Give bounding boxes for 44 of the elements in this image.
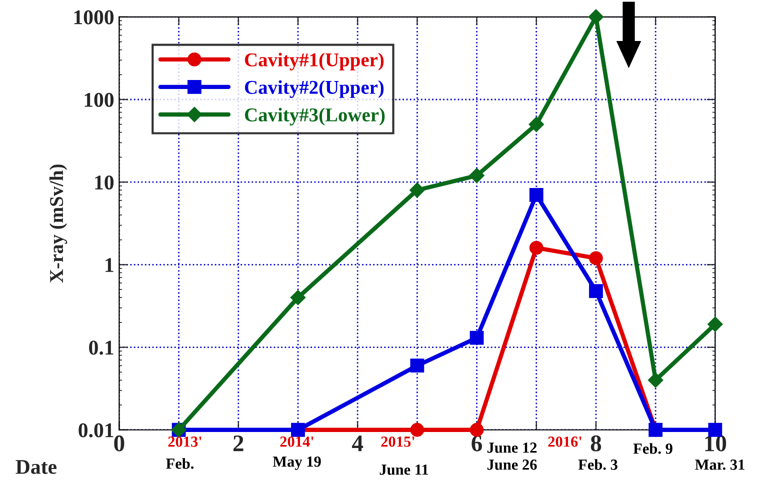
y-tick-label: 1000: [74, 10, 114, 24]
text: May 19: [272, 456, 321, 470]
text: 2014': [280, 436, 314, 447]
y-tick-label: 100: [84, 92, 114, 107]
legend-label: Cavity#3(Lower): [244, 108, 385, 126]
x-tick-label: 4: [352, 436, 364, 452]
text: June 12: [487, 442, 537, 453]
x-tick-label: 10: [705, 435, 726, 452]
point: [410, 422, 424, 437]
y-tick-label: 10: [95, 175, 114, 190]
text: 2016': [548, 436, 582, 447]
text: 2013': [168, 436, 202, 447]
text: June 11: [380, 464, 428, 475]
text: Feb. 3: [578, 459, 618, 470]
y-tick-label: 1: [106, 258, 114, 272]
x-tick-label: 6: [472, 435, 482, 452]
y-tick-label: 0.01: [78, 423, 114, 438]
point: [410, 358, 424, 373]
legend-label: Cavity#2(Upper): [244, 80, 384, 98]
point: [589, 251, 603, 266]
point: [648, 372, 664, 388]
text: Feb. 9: [633, 443, 672, 454]
point: [410, 182, 425, 198]
y-tick-label: 0.1: [89, 340, 114, 355]
point: [290, 290, 306, 306]
legend-label: Cavity#1(Upper): [244, 52, 384, 70]
point: [589, 284, 603, 298]
point: [470, 330, 484, 345]
x-axis-title: Date: [16, 460, 56, 474]
x-tick-label: 8: [590, 435, 602, 452]
text: June 26: [487, 460, 537, 470]
x-tick-label: 0: [114, 435, 124, 452]
text: 2015': [381, 436, 414, 447]
text: Feb.: [166, 458, 194, 469]
text: Mar. 31: [695, 460, 744, 470]
point: [588, 9, 604, 24]
point: [469, 168, 484, 184]
point: [528, 116, 544, 132]
point: [529, 240, 544, 255]
x-tick-label: 2: [233, 435, 244, 452]
y-axis-title: X-ray (mSv/h): [49, 164, 68, 283]
point: [708, 316, 723, 332]
point: [470, 422, 484, 437]
point: [529, 188, 544, 202]
